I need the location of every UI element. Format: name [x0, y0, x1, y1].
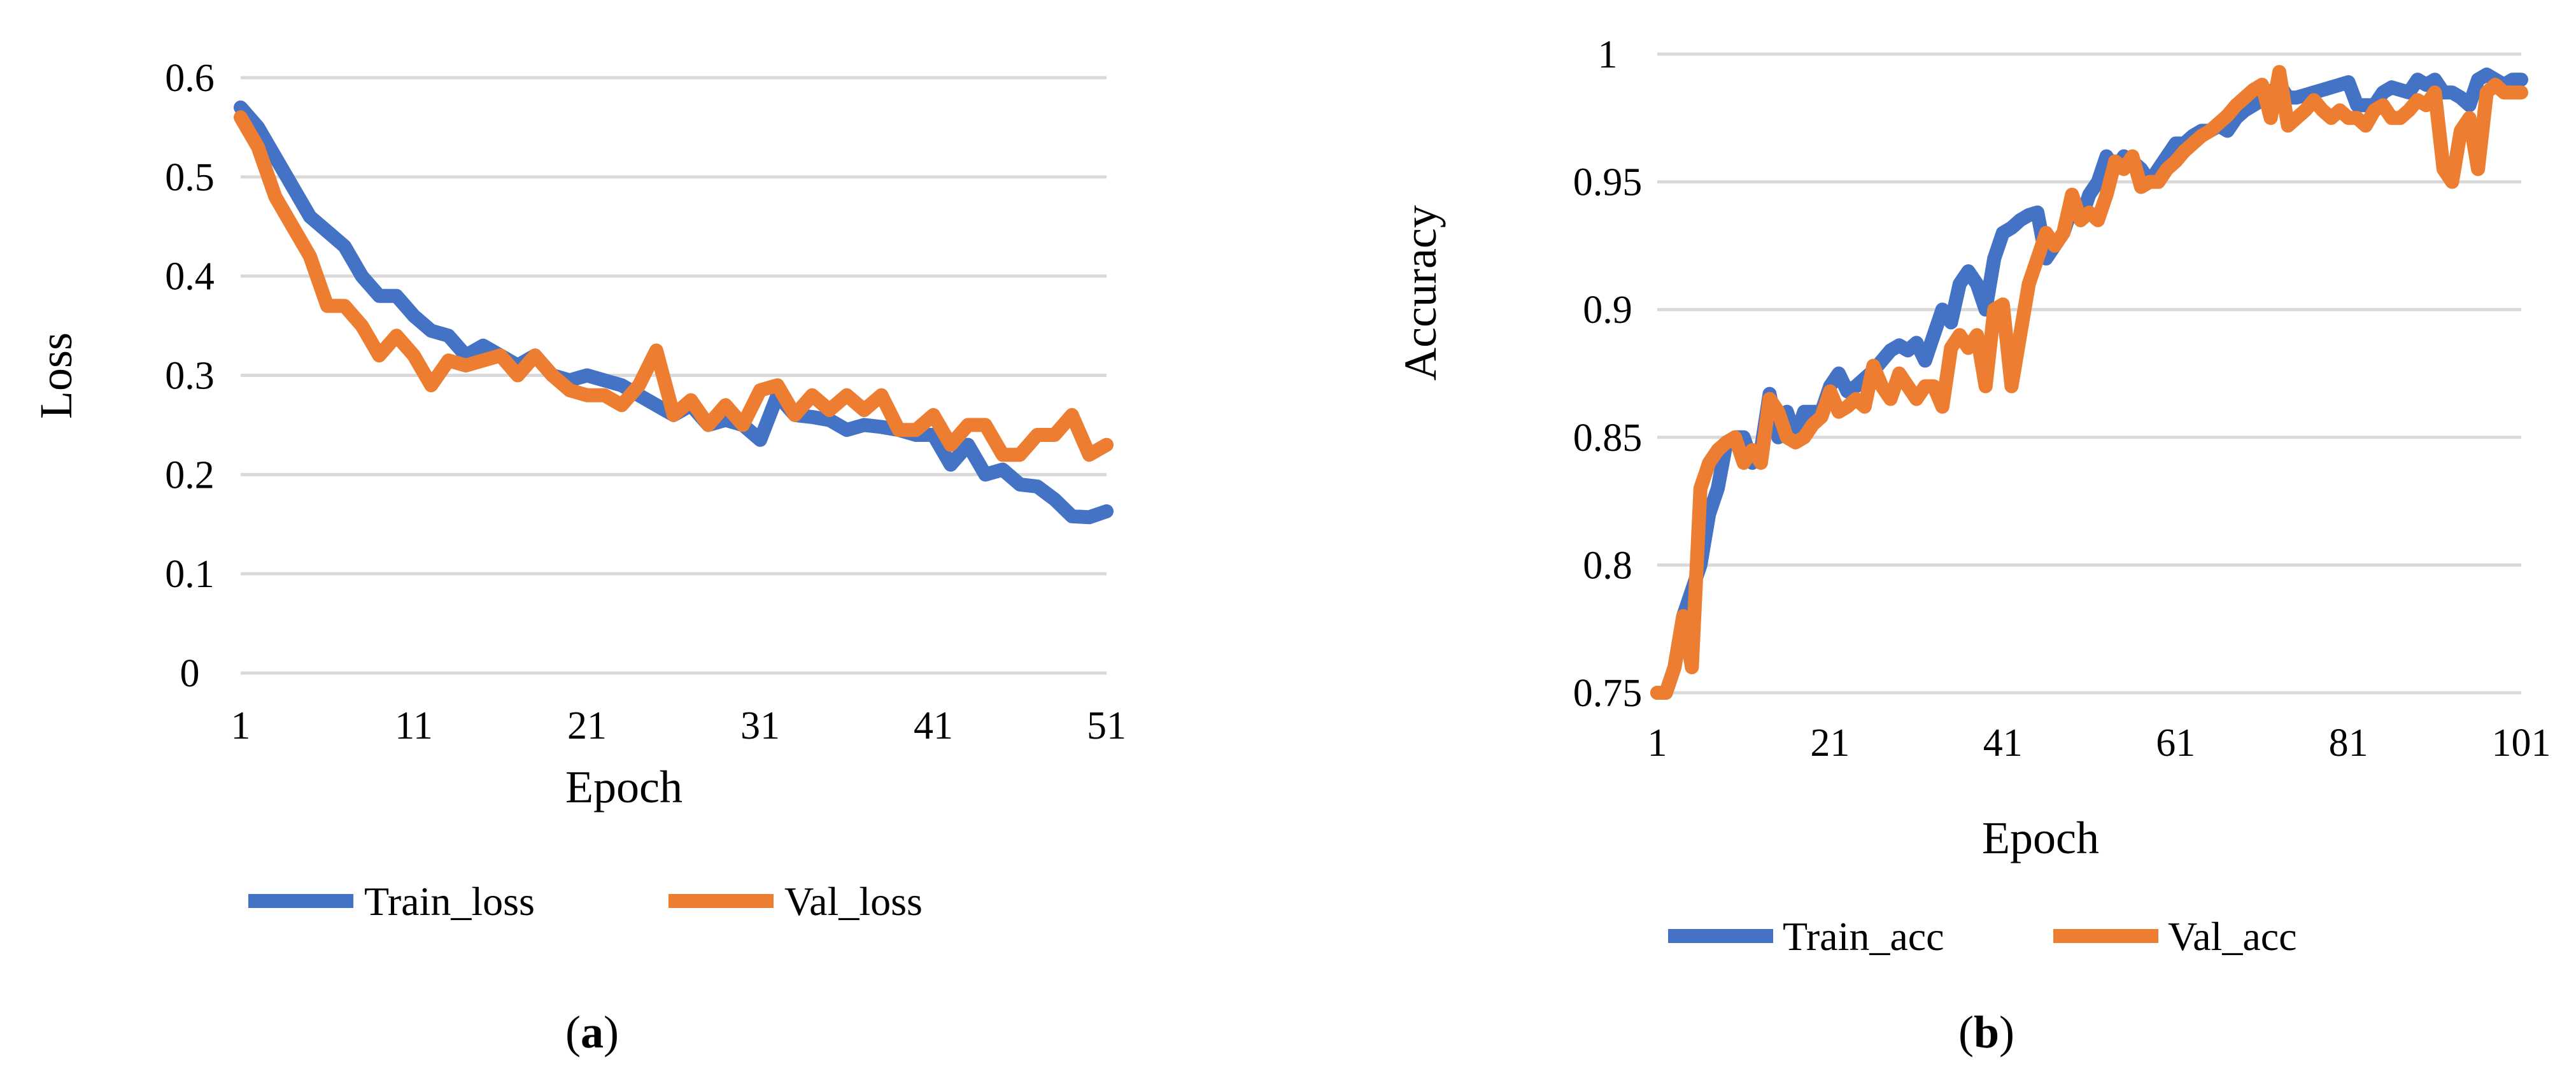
loss-chart-x-ticks: 1 11 21 31 41 51: [231, 704, 1127, 748]
loss-chart-y-axis-title: Loss: [31, 332, 81, 419]
legend-label-val-acc: Val_acc: [2168, 914, 2297, 959]
accuracy-x-tick-81: 81: [2329, 721, 2368, 765]
loss-y-tick-0-1: 0.1: [165, 553, 215, 596]
accuracy-y-tick-0-8: 0.8: [1583, 544, 1632, 587]
loss-x-tick-21: 21: [567, 704, 607, 748]
legend-label-train-acc: Train_acc: [1783, 914, 1944, 959]
accuracy-chart-y-ticks: 0.75 0.8 0.85 0.9 0.95 1: [1573, 33, 1643, 715]
accuracy-y-tick-0-75: 0.75: [1573, 672, 1643, 715]
loss-chart-y-ticks: 0 0.1 0.2 0.3 0.4 0.5 0.6: [165, 57, 215, 695]
series-line-train-loss: [234, 100, 1114, 525]
accuracy-x-tick-1: 1: [1648, 721, 1667, 765]
accuracy-y-tick-0-95: 0.95: [1573, 161, 1643, 204]
loss-x-tick-41: 41: [914, 704, 953, 748]
accuracy-chart-legend: Train_acc Val_acc: [1668, 914, 2297, 959]
series-line-train-acc: [1650, 67, 2528, 700]
loss-y-tick-0-4: 0.4: [165, 255, 215, 299]
loss-x-tick-1: 1: [231, 704, 251, 748]
accuracy-chart-x-axis-title: Epoch: [1982, 812, 2099, 863]
accuracy-x-tick-41: 41: [1983, 721, 2023, 765]
loss-chart-legend: Train_loss Val_loss: [248, 879, 923, 924]
series-line-val-loss: [234, 110, 1114, 462]
loss-chart: 00.10.20.30.40.50.6 1 11 21 31 41 51 Epoch Lo…: [31, 57, 1126, 1058]
accuracy-y-tick-1: 1: [1598, 33, 1618, 76]
loss-y-tick-0: 0: [180, 652, 200, 695]
accuracy-chart: 0.75 0.8 0.85 0.9 0.95 1 1 21 41 61 81 101 Epoch A…: [1395, 33, 2551, 1058]
legend-label-val-loss: Val_loss: [784, 879, 923, 924]
accuracy-x-tick-21: 21: [1810, 721, 1850, 765]
loss-x-tick-51: 51: [1087, 704, 1126, 748]
accuracy-x-tick-61: 61: [2156, 721, 2195, 765]
accuracy-chart-gridlines: [1657, 52, 2521, 695]
accuracy-x-tick-101: 101: [2492, 721, 2551, 765]
loss-y-tick-0-2: 0.2: [165, 453, 215, 497]
accuracy-chart-series: [1650, 65, 2528, 700]
loss-chart-x-axis-title: Epoch: [565, 762, 683, 812]
loss-y-tick-0-6: 0.6: [165, 57, 215, 100]
accuracy-chart-x-ticks: 1 21 41 61 81 101: [1648, 721, 2551, 765]
loss-x-tick-31: 31: [740, 704, 780, 748]
series-line-val-acc: [1650, 65, 2528, 700]
panel-label-a: (a): [565, 1007, 619, 1058]
loss-chart-gridlines: [241, 76, 1107, 675]
panel-label-b: (b): [1958, 1007, 2014, 1058]
loss-y-tick-0-3: 0.3: [165, 355, 215, 398]
loss-y-tick-0-5: 0.5: [165, 156, 215, 199]
accuracy-y-tick-0-85: 0.85: [1573, 416, 1643, 460]
legend-label-train-loss: Train_loss: [364, 879, 535, 924]
loss-chart-series: [234, 100, 1114, 525]
accuracy-y-tick-0-9: 0.9: [1583, 288, 1632, 332]
accuracy-chart-y-axis-title: Accuracy: [1395, 205, 1446, 381]
loss-x-tick-11: 11: [395, 704, 433, 748]
